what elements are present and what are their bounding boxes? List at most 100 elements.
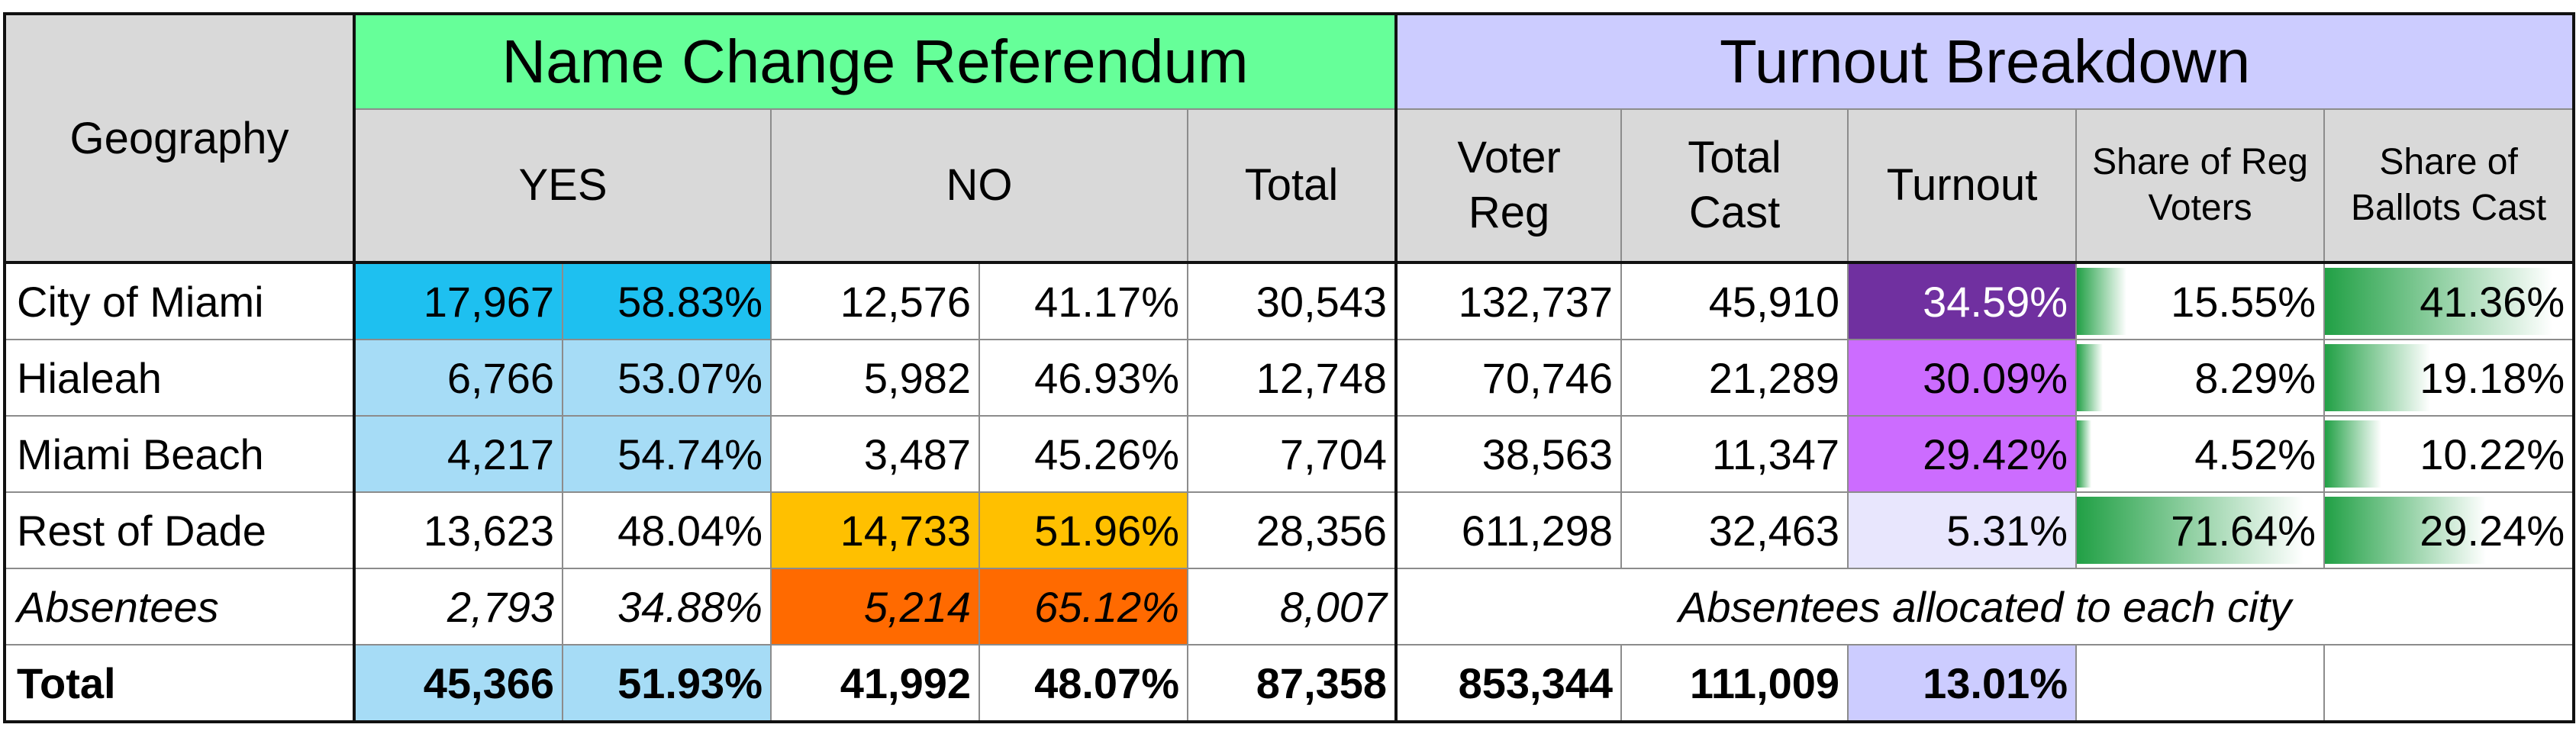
column-header: Turnout [1847, 108, 2078, 264]
value-cell: 48.07% [978, 644, 1188, 723]
cell-text: 45.26% [1034, 430, 1179, 478]
data-bar [2078, 268, 2126, 335]
column-header-text: Total [1244, 159, 1339, 210]
cell-text: 5,214 [863, 582, 971, 631]
column-header: Share of Ballots Cast [2323, 108, 2576, 264]
cell-text: 51.96% [1034, 506, 1179, 555]
data-bar [2326, 420, 2381, 488]
cell-text: 41.17% [1034, 277, 1179, 326]
cell-text: 2,793 [447, 582, 554, 631]
column-header-text: Total Cast [1688, 132, 1781, 238]
cell-text: 5,982 [863, 353, 971, 402]
cell-text: 611,298 [1461, 506, 1614, 555]
column-header: Share of Reg Voters [2075, 108, 2326, 264]
column-header: NO [770, 108, 1188, 264]
value-cell: 19.18% [2323, 339, 2576, 417]
column-header: Voter Reg [1395, 108, 1623, 264]
value-cell: 48.04% [562, 491, 772, 569]
cell-text: 54.74% [617, 430, 762, 478]
header-row: YES NO Total Voter Reg Total Cast Turnout Shar… [5, 108, 2576, 264]
value-cell: 11,347 [1620, 415, 1849, 493]
cell-text: 53.07% [617, 353, 762, 402]
cell-text: City of Miami [17, 277, 264, 326]
empty-cell [2323, 644, 2576, 723]
value-cell: 41.17% [978, 262, 1188, 340]
cell-text: 51.93% [617, 658, 762, 707]
value-cell: 51.93% [562, 644, 772, 723]
cell-text: Hialeah [17, 353, 162, 402]
column-header-text: Voter Reg [1457, 132, 1561, 238]
data-row: City of Miami 17,967 58.83% 12,576 41.17% 30,… [3, 262, 2576, 340]
column-header-text: Share of Ballots Cast [2351, 142, 2547, 228]
value-cell: 46.93% [978, 339, 1188, 417]
cell-text: 45,366 [423, 658, 554, 707]
cell-text: 32,463 [1708, 506, 1840, 555]
geography-cell: Total [3, 644, 356, 723]
cell-text: 87,358 [1256, 658, 1388, 707]
cell-text: 7,704 [1279, 430, 1388, 478]
cell-text: 28,356 [1256, 506, 1388, 555]
geography-cell: Miami Beach [3, 415, 356, 493]
column-header: Total [1186, 108, 1398, 264]
value-cell: 15.55% [2075, 262, 2326, 340]
cell-text: 29.24% [2420, 506, 2565, 555]
value-cell: 5.31% [1847, 491, 2078, 569]
table-body: Geography Name Change Referendum Turnout B… [3, 12, 2576, 723]
cell-text: 17,967 [423, 277, 554, 326]
turnout-title: Turnout Breakdown [1395, 12, 2576, 110]
cell-text: 41.36% [2420, 277, 2565, 326]
value-cell: 34.88% [562, 568, 772, 645]
data-row: Miami Beach 4,217 54.74% 3,487 45.26% 7,704 38… [3, 415, 2576, 493]
value-cell: 3,487 [770, 415, 980, 493]
value-cell: 853,344 [1395, 644, 1623, 723]
cell-text: 41,992 [840, 658, 971, 707]
cell-text: 13.01% [1923, 658, 2068, 707]
value-cell: 38,563 [1395, 415, 1623, 493]
value-cell: 29.24% [2323, 491, 2576, 569]
cell-text: 58.83% [617, 277, 762, 326]
value-cell: 87,358 [1186, 644, 1398, 723]
data-bar [2326, 344, 2431, 411]
value-cell: 14,733 [770, 491, 980, 569]
value-cell: 29.42% [1847, 415, 2078, 493]
cell-text: Rest of Dade [17, 506, 266, 555]
cell-text: 29.42% [1923, 430, 2068, 478]
value-cell: 54.74% [562, 415, 772, 493]
column-header-text: YES [518, 159, 608, 210]
geography-cell: Rest of Dade [3, 491, 356, 569]
cell-text: 3,487 [863, 430, 971, 478]
cell-text: 5.31% [1946, 506, 2068, 555]
data-bar [2326, 268, 2553, 335]
value-cell: 34.59% [1847, 262, 2078, 340]
value-cell: 6,766 [353, 339, 563, 417]
value-cell: 21,289 [1620, 339, 1849, 417]
value-cell: 45,366 [353, 644, 563, 723]
cell-text: 30.09% [1923, 353, 2068, 402]
cell-text: Miami Beach [17, 430, 264, 478]
value-cell: 111,009 [1620, 644, 1849, 723]
cell-text: Absentees [17, 582, 219, 631]
value-cell: 45.26% [978, 415, 1188, 493]
value-cell: 12,748 [1186, 339, 1398, 417]
geography-cell: Absentees [3, 568, 356, 645]
cell-text: 70,746 [1481, 353, 1614, 402]
column-header: Total Cast [1620, 108, 1849, 264]
cell-text: 12,748 [1256, 353, 1388, 402]
cell-text: 46.93% [1034, 353, 1179, 402]
empty-cell [2075, 644, 2326, 723]
referendum-table: Geography Name Change Referendum Turnout B… [3, 12, 2576, 723]
cell-text: 48.07% [1034, 658, 1179, 707]
value-cell: 8.29% [2075, 339, 2326, 417]
header-row: Geography Name Change Referendum Turnout B… [3, 12, 2576, 264]
value-cell: 30.09% [1847, 339, 2078, 417]
cell-text: 71.64% [2171, 506, 2316, 555]
column-header: YES [353, 108, 772, 264]
cell-text: 15.55% [2171, 277, 2316, 326]
data-row: Hialeah 6,766 53.07% 5,982 46.93% 12,748 70,74… [3, 339, 2576, 417]
value-cell: 51.96% [978, 491, 1188, 569]
value-cell: 4.52% [2075, 415, 2326, 493]
geography-cell: City of Miami [3, 262, 356, 340]
value-cell: 30,543 [1186, 262, 1398, 340]
value-cell: 13,623 [353, 491, 563, 569]
value-cell: 45,910 [1620, 262, 1849, 340]
